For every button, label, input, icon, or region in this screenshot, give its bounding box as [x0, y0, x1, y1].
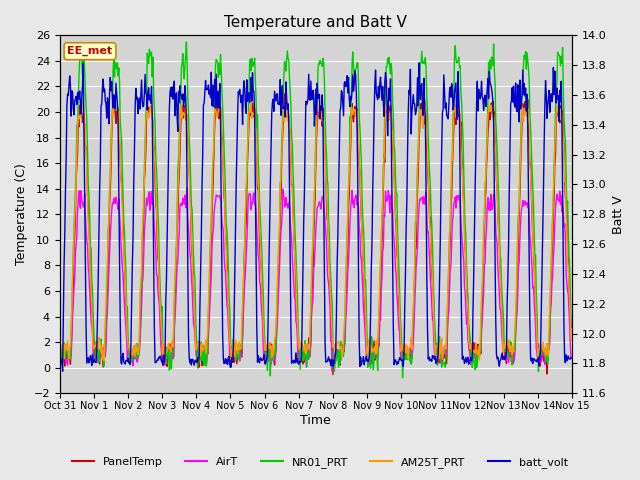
X-axis label: Time: Time [300, 414, 331, 427]
AM25T_PRT [393, 236, 401, 242]
batt_volt [415, 60, 423, 66]
NR01_PRT [170, 335, 177, 341]
NR01_PRT [65, 355, 73, 361]
AirT [328, 368, 336, 374]
AirT [567, 356, 575, 361]
AirT [198, 353, 205, 359]
Y-axis label: Batt V: Batt V [612, 195, 625, 234]
PanelTemp [170, 354, 177, 360]
batt_volt [66, 73, 74, 79]
Line: PanelTemp: PanelTemp [60, 94, 571, 374]
NR01_PRT [198, 339, 205, 345]
AM25T_PRT [420, 96, 428, 102]
PanelTemp [329, 372, 337, 377]
batt_volt [393, 361, 401, 367]
Line: AirT: AirT [60, 188, 571, 371]
AM25T_PRT [378, 215, 386, 220]
AirT [65, 356, 73, 361]
AirT [183, 185, 191, 191]
AM25T_PRT [170, 289, 178, 295]
NR01_PRT [399, 375, 406, 381]
AM25T_PRT [65, 356, 73, 361]
NR01_PRT [118, 138, 125, 144]
PanelTemp [394, 256, 401, 262]
NR01_PRT [567, 321, 575, 326]
NR01_PRT [182, 39, 190, 45]
PanelTemp [567, 324, 575, 330]
PanelTemp [118, 181, 125, 187]
PanelTemp [196, 346, 204, 352]
batt_volt [118, 353, 126, 359]
batt_volt [378, 97, 386, 103]
AM25T_PRT [56, 340, 63, 346]
NR01_PRT [56, 353, 63, 359]
AirT [394, 300, 401, 305]
AM25T_PRT [198, 344, 205, 350]
Line: NR01_PRT: NR01_PRT [60, 42, 571, 378]
NR01_PRT [378, 216, 386, 222]
AM25T_PRT [100, 358, 108, 364]
Text: EE_met: EE_met [67, 46, 113, 56]
PanelTemp [56, 341, 63, 347]
Line: AM25T_PRT: AM25T_PRT [60, 99, 571, 361]
batt_volt [198, 233, 205, 239]
AirT [379, 250, 387, 255]
batt_volt [59, 368, 67, 374]
batt_volt [56, 351, 63, 357]
Line: batt_volt: batt_volt [60, 63, 571, 371]
AM25T_PRT [567, 338, 575, 344]
PanelTemp [379, 215, 387, 220]
AM25T_PRT [118, 205, 126, 211]
batt_volt [567, 355, 575, 360]
PanelTemp [281, 91, 289, 96]
AirT [170, 352, 177, 358]
AirT [118, 253, 125, 259]
PanelTemp [65, 354, 73, 360]
NR01_PRT [393, 191, 401, 196]
Title: Temperature and Batt V: Temperature and Batt V [225, 15, 407, 30]
batt_volt [170, 78, 178, 84]
Legend: PanelTemp, AirT, NR01_PRT, AM25T_PRT, batt_volt: PanelTemp, AirT, NR01_PRT, AM25T_PRT, ba… [68, 452, 572, 472]
AirT [56, 361, 63, 367]
Y-axis label: Temperature (C): Temperature (C) [15, 163, 28, 265]
